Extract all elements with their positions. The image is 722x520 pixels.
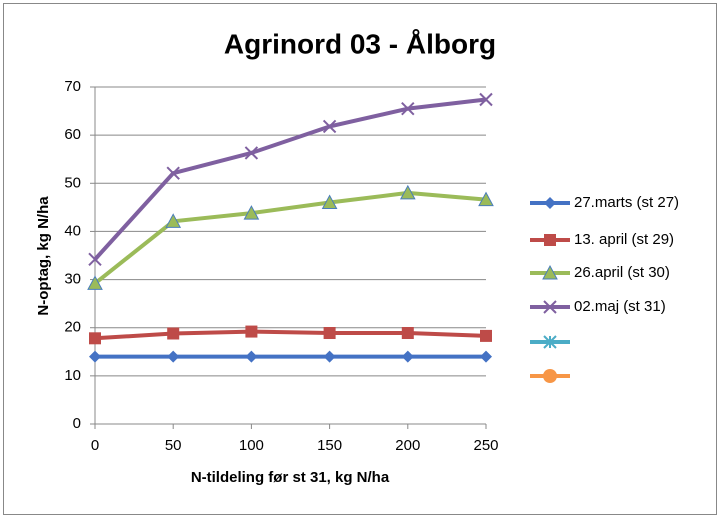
marker	[478, 191, 494, 207]
marker	[323, 350, 336, 363]
y-tick-label: 30	[64, 271, 81, 288]
marker	[323, 327, 336, 340]
marker	[87, 275, 103, 290]
legend-label: 27.marts (st 27)	[574, 194, 679, 211]
marker	[480, 329, 492, 342]
marker	[244, 146, 259, 160]
y-tick-label: 70	[64, 78, 81, 95]
y-tick-label: 60	[64, 126, 81, 143]
series-line	[94, 329, 487, 341]
marker	[544, 197, 556, 209]
chart-border	[3, 3, 717, 515]
marker	[243, 205, 260, 220]
marker	[245, 350, 258, 363]
marker	[89, 350, 101, 363]
marker	[542, 264, 558, 280]
marker	[165, 213, 182, 228]
marker	[543, 369, 557, 383]
marker	[401, 101, 415, 116]
y-tick-label: 0	[73, 415, 81, 432]
y-tick-label: 40	[64, 222, 81, 239]
x-tick-label: 150	[317, 437, 342, 454]
marker	[479, 92, 493, 107]
x-tick-label: 100	[239, 437, 264, 454]
y-axis-label: N-optag, kg N/ha	[35, 196, 52, 316]
legend-label: 13. april (st 29)	[574, 231, 674, 248]
legend-label: 26.april (st 30)	[574, 264, 670, 281]
marker	[166, 166, 180, 180]
marker	[543, 335, 557, 349]
x-tick-label: 250	[473, 437, 498, 454]
marker	[401, 327, 414, 340]
marker	[543, 300, 557, 314]
marker	[89, 332, 101, 345]
marker	[401, 350, 414, 363]
y-tick-label: 10	[64, 367, 81, 384]
marker	[167, 327, 180, 340]
series-line	[93, 97, 487, 261]
x-tick-label: 200	[395, 437, 420, 454]
marker	[167, 350, 180, 363]
y-tick-label: 50	[64, 174, 81, 191]
y-tick-label: 20	[64, 319, 81, 336]
marker	[88, 252, 102, 267]
marker	[245, 325, 258, 338]
marker	[480, 350, 492, 363]
chart-title: Agrinord 03 - Ålborg	[224, 28, 496, 59]
series-line	[93, 190, 487, 285]
x-tick-label: 50	[165, 437, 182, 454]
x-axis-label: N-tildeling før st 31, kg N/ha	[191, 469, 390, 486]
marker	[544, 234, 556, 246]
marker	[321, 194, 338, 210]
marker	[399, 184, 416, 200]
x-tick-label: 0	[91, 437, 99, 454]
legend-label: 02.maj (st 31)	[574, 298, 666, 315]
marker	[322, 119, 337, 134]
